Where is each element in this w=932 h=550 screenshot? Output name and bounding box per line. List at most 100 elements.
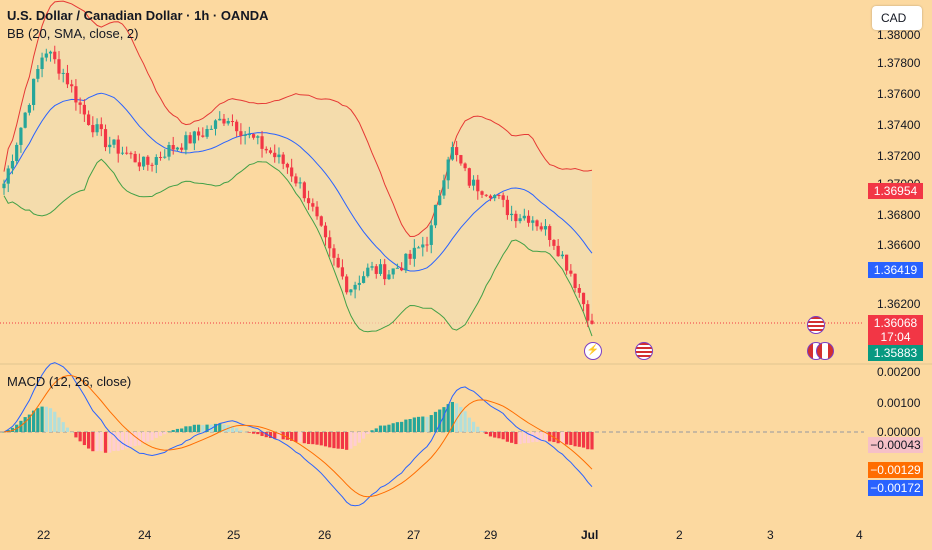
macd-tick: 0.00000 [877, 425, 921, 439]
macd-label[interactable]: MACD (12, 26, close) [7, 374, 132, 389]
histogram-bar [163, 432, 167, 435]
histogram-bar [459, 406, 463, 432]
candle-body [565, 254, 569, 271]
macd-histogram-tag: −0.00043 [868, 437, 923, 453]
candle-body [27, 104, 31, 113]
bb-basis-tag: 1.36419 [868, 262, 923, 278]
candle-body [48, 51, 53, 54]
histogram-bar [2, 432, 6, 433]
candle-body [268, 150, 273, 153]
histogram-bar [391, 423, 395, 432]
time-tick: 4 [856, 528, 863, 542]
histogram-bar [108, 432, 112, 453]
histogram-bar [184, 426, 188, 432]
candle-body [315, 206, 319, 217]
histogram-bar [285, 432, 290, 440]
histogram-bar [357, 432, 361, 443]
candle-body [175, 147, 180, 150]
symbol-title[interactable]: U.S. Dollar / Canadian Dollar · 1h · OAN… [7, 8, 269, 23]
candle-body [455, 147, 459, 156]
candle-body [196, 131, 201, 136]
histogram-bar [48, 408, 53, 432]
candle-body [285, 163, 290, 168]
bollinger-bands-label[interactable]: BB (20, SMA, close, 2) [7, 26, 139, 41]
candle-body [476, 179, 480, 192]
time-tick: Jul [581, 528, 599, 542]
histogram-bar [497, 432, 501, 439]
histogram-bar [446, 404, 450, 432]
candle-body [137, 162, 141, 167]
histogram-bar [180, 428, 184, 432]
candle-body [65, 72, 70, 85]
histogram-bar [239, 430, 243, 432]
price-tick: 1.37800 [877, 56, 921, 70]
candle-body [222, 118, 226, 124]
histogram-bar [586, 432, 590, 450]
histogram-bar [315, 432, 319, 445]
histogram-bar [370, 430, 374, 432]
candle-body [421, 244, 425, 248]
canada-flag-icon[interactable] [816, 342, 834, 360]
candle-body [239, 131, 243, 136]
candle-body [361, 276, 366, 283]
histogram-bar [332, 432, 336, 449]
candle-body [539, 226, 543, 230]
time-tick: 22 [37, 528, 51, 542]
candles [2, 45, 594, 327]
candle-body [281, 154, 285, 164]
histogram-bar [44, 406, 48, 432]
histogram-bar [526, 432, 531, 444]
histogram-bar [378, 425, 383, 432]
candle-body [395, 267, 400, 269]
histogram-bar [374, 428, 378, 432]
candle-body [552, 240, 556, 246]
candle-body [560, 254, 564, 257]
us-flag-icon[interactable] [807, 316, 825, 334]
histogram-bar [349, 432, 353, 449]
time-tick: 25 [227, 528, 241, 542]
histogram-bar [480, 430, 484, 432]
histogram-bar [442, 407, 446, 432]
time-tick: 24 [138, 528, 152, 542]
candle-body [387, 274, 391, 280]
candle-body [590, 320, 594, 324]
histogram-bar [387, 424, 391, 432]
histogram-bar [395, 422, 400, 432]
candle-body [87, 114, 91, 126]
candle-body [264, 148, 268, 151]
candle-body [493, 195, 497, 199]
histogram-bar [78, 432, 82, 442]
histogram-bar [522, 432, 526, 444]
candle-body [467, 168, 471, 186]
candle-body [247, 134, 251, 136]
lightning-icon[interactable]: ⚡ [584, 342, 602, 360]
candle-body [125, 152, 129, 154]
histogram-bar [501, 432, 505, 440]
bb-lower-tag: 1.35883 [868, 345, 923, 361]
candle-body [340, 267, 345, 277]
histogram-bar [319, 432, 323, 446]
histogram-bar [95, 432, 99, 452]
candle-body [6, 168, 10, 184]
histogram-bar [433, 411, 438, 432]
candle-body [188, 135, 192, 144]
histogram-bar [429, 415, 433, 432]
currency-button[interactable]: CAD [872, 6, 922, 30]
histogram-bar [416, 416, 421, 432]
us-flag-icon[interactable] [635, 342, 653, 360]
candle-body [273, 152, 277, 158]
candle-body [459, 155, 463, 164]
histogram-bar [141, 432, 146, 443]
candle-body [10, 161, 15, 169]
candle-body [116, 139, 120, 154]
histogram-bar [10, 427, 15, 432]
histogram-bar [581, 432, 586, 448]
histogram-bar [116, 432, 120, 451]
candle-body [209, 128, 213, 130]
candle-body [581, 292, 586, 305]
candle-body [518, 218, 522, 222]
candle-body [429, 225, 433, 245]
candle-body [180, 147, 184, 150]
candle-body [438, 195, 442, 205]
